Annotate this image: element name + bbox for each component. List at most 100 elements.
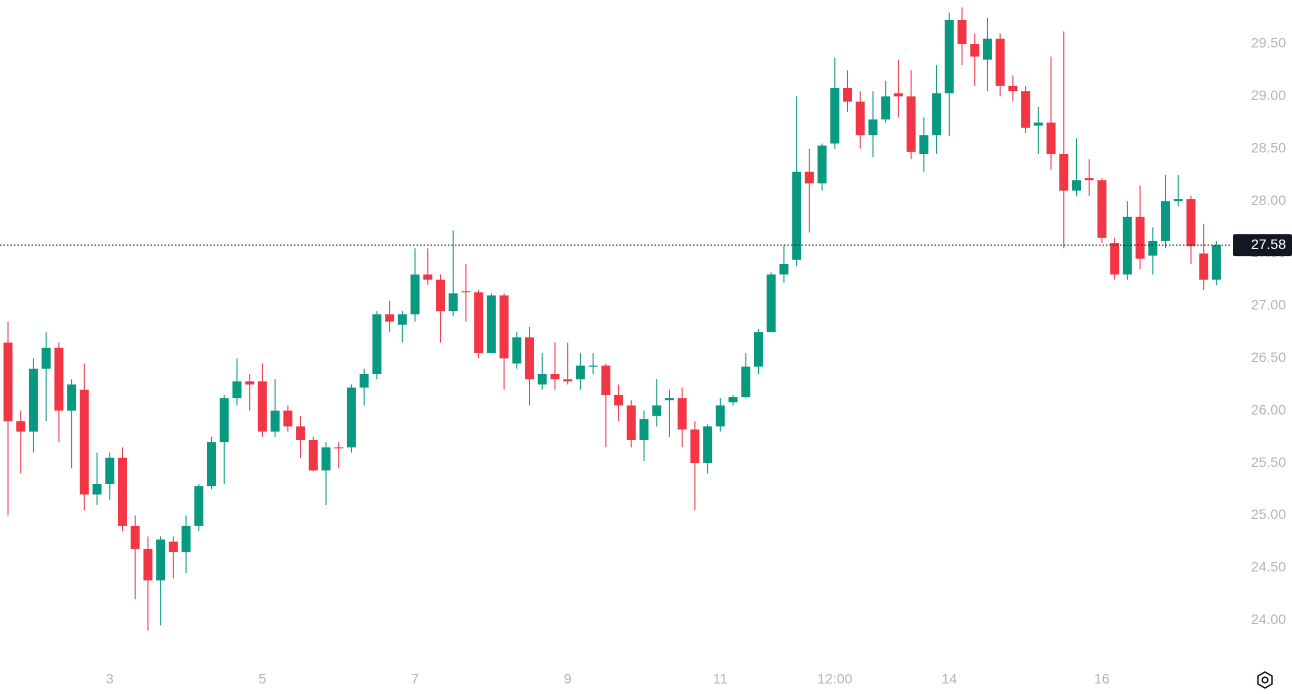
candle-body [423,274,433,280]
candle-body [563,379,573,382]
candle-body [652,405,662,416]
candle-body [448,293,458,312]
candle-body [28,368,38,432]
candle-body [79,389,89,495]
candle-body [677,398,687,430]
candle-body [626,405,636,440]
candle-body [1071,180,1081,191]
candle-body [410,274,420,315]
y-tick-label: 29.00 [1251,87,1286,103]
candle-body [550,374,560,380]
candle-body [41,347,51,369]
y-tick-label: 29.50 [1251,35,1286,51]
candle-body [1110,243,1120,275]
candle-body [397,314,407,325]
candle-body [1211,245,1221,280]
x-tick-label: 5 [259,671,267,687]
candle-body [817,145,827,184]
candle-body [1033,122,1043,126]
candle-body [664,398,674,401]
candle-body [690,429,700,464]
candle-body [575,365,585,380]
candle-body [1046,122,1056,154]
candle-body [435,279,445,312]
candle-body [257,381,267,432]
x-tick-label: 3 [106,671,114,687]
candle-body [1173,199,1183,202]
candle-body [703,426,713,464]
candle-body [1008,85,1018,92]
candle-body [639,419,649,440]
candle-body [283,410,293,427]
candle-body [715,405,725,427]
settings-circle [1261,676,1269,684]
candle-body [194,486,204,526]
candle-body [932,93,942,136]
candle-body [3,342,13,422]
candle-body [245,381,255,385]
candle-body [16,421,26,432]
settings-icon[interactable] [1257,671,1273,689]
y-tick-label: 27.00 [1251,297,1286,313]
candle-body [334,447,344,449]
candle-body [385,314,395,322]
candle-body [181,525,191,553]
candle-body [296,426,306,440]
candle-body [906,96,916,152]
candle-body [499,295,509,359]
candle-body [92,484,102,495]
y-tick-label: 25.50 [1251,454,1286,470]
candle-body [1135,216,1145,259]
candle-body [957,19,967,44]
candle-body [893,93,903,97]
candle-body [588,365,598,367]
candle-body [995,38,1005,86]
x-tick-label: 12:00 [817,671,852,687]
candle-body [321,447,331,471]
candle-body [512,337,522,364]
candle-body [207,442,217,487]
x-tick-label: 7 [411,671,419,687]
candle-body [1186,199,1196,247]
candle-body [461,291,471,293]
y-tick-label: 24.50 [1251,559,1286,575]
candle-body [1122,216,1132,275]
candle-body [130,525,140,549]
candle-body [944,19,954,94]
candle-body [1097,180,1107,238]
candle-body [1148,240,1158,256]
y-tick-label: 26.00 [1251,401,1286,417]
candle-body [753,332,763,367]
candle-body [792,171,802,260]
candle-body [1084,178,1094,181]
candle-body [919,135,929,154]
y-tick-label: 24.00 [1251,611,1286,627]
candle-body [1199,253,1209,280]
candle-body [614,394,624,406]
candle-body [855,101,865,136]
last-price-label: 27.58 [1251,236,1286,252]
candle-body [766,274,776,333]
settings-hexagon [1257,671,1273,689]
candle-body [143,548,153,581]
x-tick-label: 16 [1094,671,1110,687]
candle-body [67,384,77,411]
candle-body [601,365,611,395]
candle-body [156,539,166,581]
x-tick-label: 9 [564,671,572,687]
candle-body [232,381,242,399]
last-price-box [1233,234,1292,257]
candle-body [779,264,789,275]
candle-body [486,295,496,354]
candle-body [525,337,535,380]
candle-body [728,397,738,403]
candle-body [804,171,814,184]
candle-body [346,387,356,448]
candle-body [970,44,980,57]
candle-body [741,366,751,398]
candle-body [868,119,878,136]
candle-body [117,457,127,526]
y-tick-label: 28.50 [1251,139,1286,155]
y-tick-label: 26.50 [1251,349,1286,365]
